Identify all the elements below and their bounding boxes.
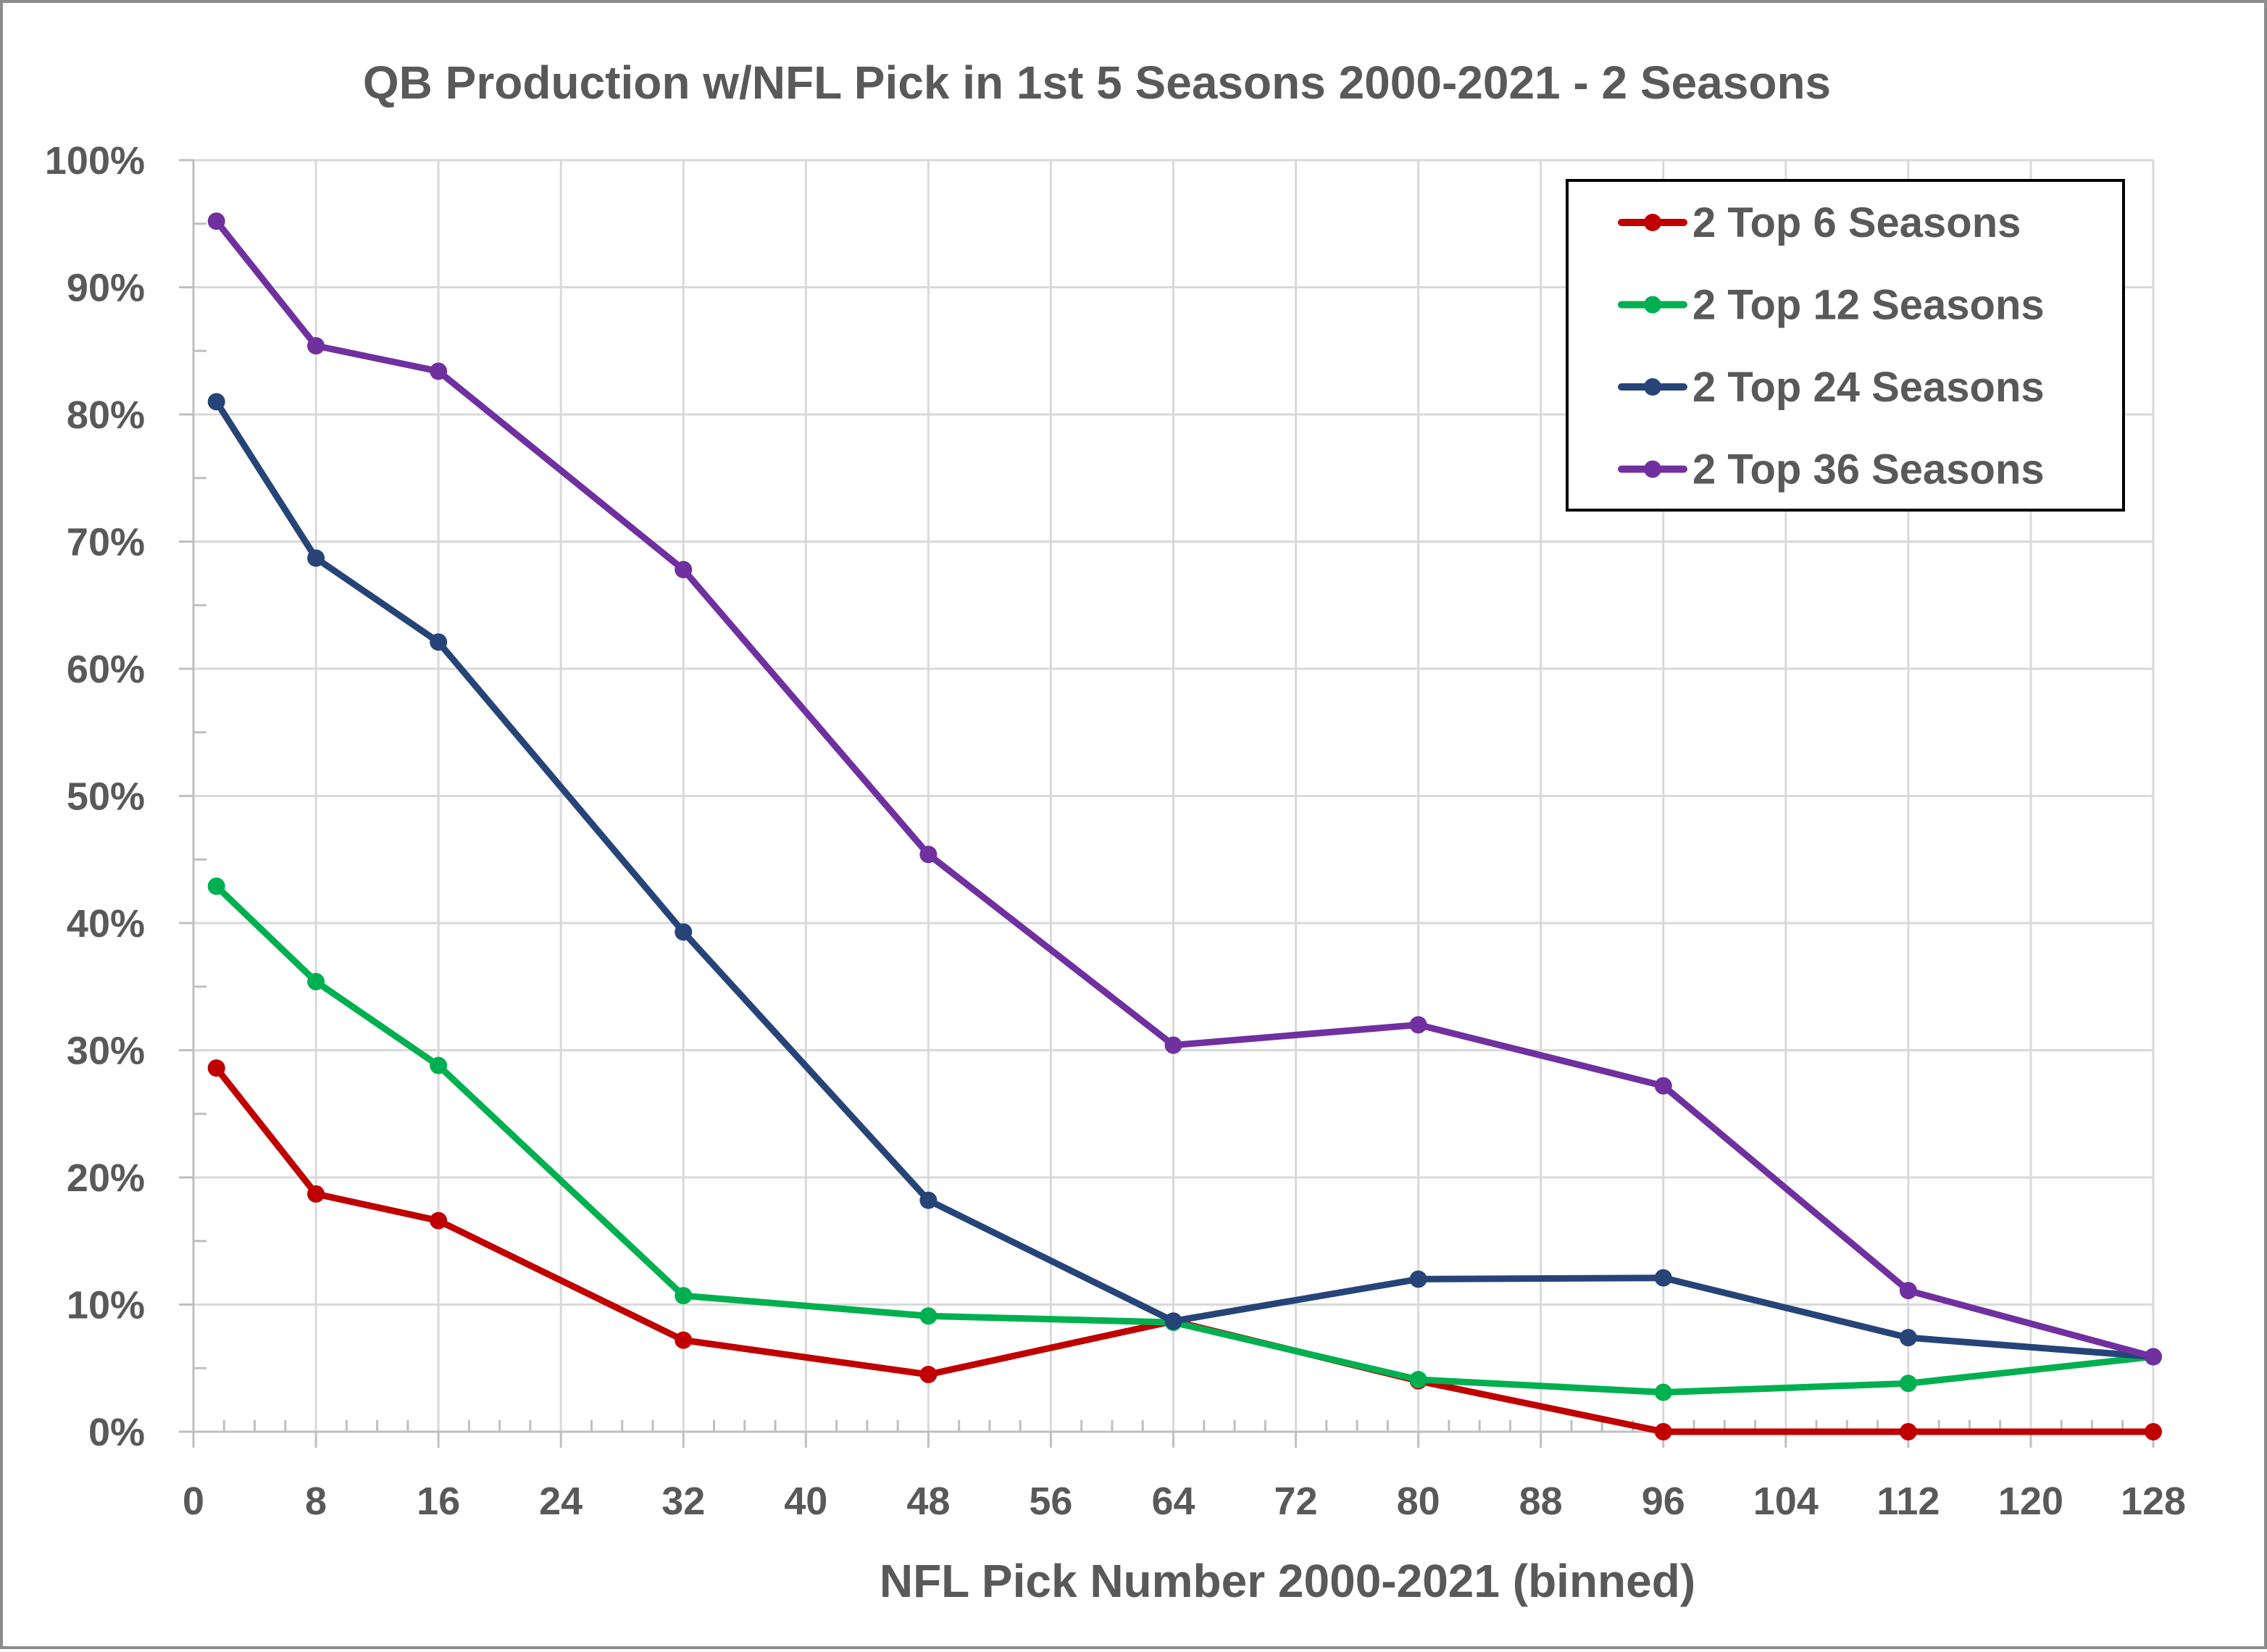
data-point: [1899, 1374, 1917, 1393]
legend-item: 2 Top 36 Seasons: [1618, 446, 2045, 493]
data-point: [430, 1056, 448, 1075]
data-point: [1654, 1269, 1672, 1287]
data-point: [207, 212, 225, 230]
y-tick-label: 90%: [67, 267, 145, 310]
data-point: [1654, 1383, 1672, 1401]
data-point: [1409, 1371, 1427, 1389]
series-lines: [207, 212, 2162, 1440]
legend: 2 Top 6 Seasons 2 Top 12 Seasons 2 Top 24 …: [1566, 179, 2125, 512]
data-point: [307, 1185, 325, 1203]
legend-label: 2 Top 12 Seasons: [1692, 282, 2045, 329]
data-point: [430, 1211, 448, 1230]
data-point: [307, 972, 325, 990]
series-line: [213, 883, 2157, 1396]
data-point: [919, 846, 938, 864]
x-axis-title: NFL Pick Number 2000-2021 (binned): [880, 1555, 1695, 1607]
x-tick-label: 104: [1753, 1480, 1819, 1523]
data-point: [207, 1059, 225, 1077]
data-point: [919, 1191, 938, 1209]
y-tick-label: 100%: [45, 139, 145, 183]
y-tick-label: 30%: [67, 1030, 145, 1073]
line-chart: QB Production w/NFL Pick in 1st 5 Season…: [45, 57, 2186, 1607]
legend-label: 2 Top 24 Seasons: [1692, 364, 2045, 411]
legend-label: 2 Top 36 Seasons: [1692, 446, 2045, 493]
axes: [179, 159, 2155, 1448]
data-point: [1899, 1282, 1917, 1300]
x-tick-label: 96: [1642, 1480, 1685, 1523]
y-tick-label: 70%: [67, 521, 145, 564]
data-point: [207, 393, 225, 411]
data-point: [430, 633, 448, 651]
x-tick-label: 40: [784, 1480, 827, 1523]
data-point: [2145, 1423, 2162, 1440]
series-2: [207, 877, 2162, 1401]
data-point: [1654, 1077, 1672, 1095]
data-point: [919, 1307, 938, 1325]
data-point: [2145, 1348, 2162, 1366]
data-point: [675, 1287, 693, 1305]
y-tick-label: 0%: [88, 1411, 145, 1454]
y-tick-labels: 0% 10% 20% 30% 40% 50% 60% 70% 80% 90% 100%: [45, 139, 145, 1454]
y-tick-label: 50%: [67, 775, 145, 819]
data-point: [430, 362, 448, 380]
y-tick-label: 80%: [67, 393, 145, 437]
series-3: [207, 393, 2162, 1366]
y-tick-label: 60%: [67, 648, 145, 691]
data-point: [675, 561, 693, 579]
legend-marker-icon: [1644, 214, 1661, 231]
data-point: [675, 1331, 693, 1349]
x-tick-label: 64: [1151, 1480, 1195, 1523]
y-tick-label: 40%: [67, 902, 145, 946]
data-point: [207, 877, 225, 896]
data-point: [1899, 1423, 1917, 1440]
x-tick-label: 48: [906, 1480, 950, 1523]
data-point: [1164, 1036, 1182, 1054]
x-tick-label: 88: [1519, 1480, 1563, 1523]
legend-marker-icon: [1644, 296, 1661, 314]
data-point: [919, 1366, 938, 1384]
series-line: [213, 398, 2157, 1360]
data-point: [1899, 1329, 1917, 1347]
legend-item: 2 Top 6 Seasons: [1618, 199, 2021, 246]
x-tick-label: 128: [2121, 1480, 2186, 1523]
legend-item: 2 Top 24 Seasons: [1618, 364, 2045, 411]
data-point: [1654, 1423, 1672, 1440]
series-line: [213, 1064, 2157, 1435]
x-tick-label: 0: [183, 1480, 204, 1523]
x-tick-label: 16: [417, 1480, 460, 1523]
legend-marker-icon: [1644, 460, 1661, 478]
x-tick-label: 72: [1274, 1480, 1318, 1523]
series-line: [213, 217, 2157, 1360]
data-point: [307, 337, 325, 355]
x-tick-label: 32: [661, 1480, 705, 1523]
data-point: [1409, 1016, 1427, 1034]
legend-item: 2 Top 12 Seasons: [1618, 282, 2045, 329]
y-tick-label: 10%: [67, 1284, 145, 1327]
legend-box: [1566, 179, 2125, 512]
legend-label: 2 Top 6 Seasons: [1692, 199, 2021, 246]
x-tick-label: 56: [1029, 1480, 1072, 1523]
legend-marker-icon: [1644, 378, 1661, 396]
data-point: [1409, 1270, 1427, 1288]
x-tick-label: 80: [1397, 1480, 1440, 1523]
x-tick-label: 112: [1876, 1480, 1940, 1523]
y-tick-label: 20%: [67, 1156, 145, 1200]
data-point: [1164, 1312, 1182, 1330]
x-tick-labels: 0 8 16 24 32 40 48 56 64 72 80 88 96 104 112 120 128: [183, 1480, 2186, 1523]
x-tick-label: 24: [539, 1480, 583, 1523]
data-point: [307, 549, 325, 567]
series-4: [207, 212, 2162, 1366]
x-tick-label: 120: [1998, 1480, 2063, 1523]
x-tick-label: 8: [305, 1480, 327, 1523]
data-point: [675, 923, 693, 941]
chart-title: QB Production w/NFL Pick in 1st 5 Season…: [363, 57, 1831, 109]
